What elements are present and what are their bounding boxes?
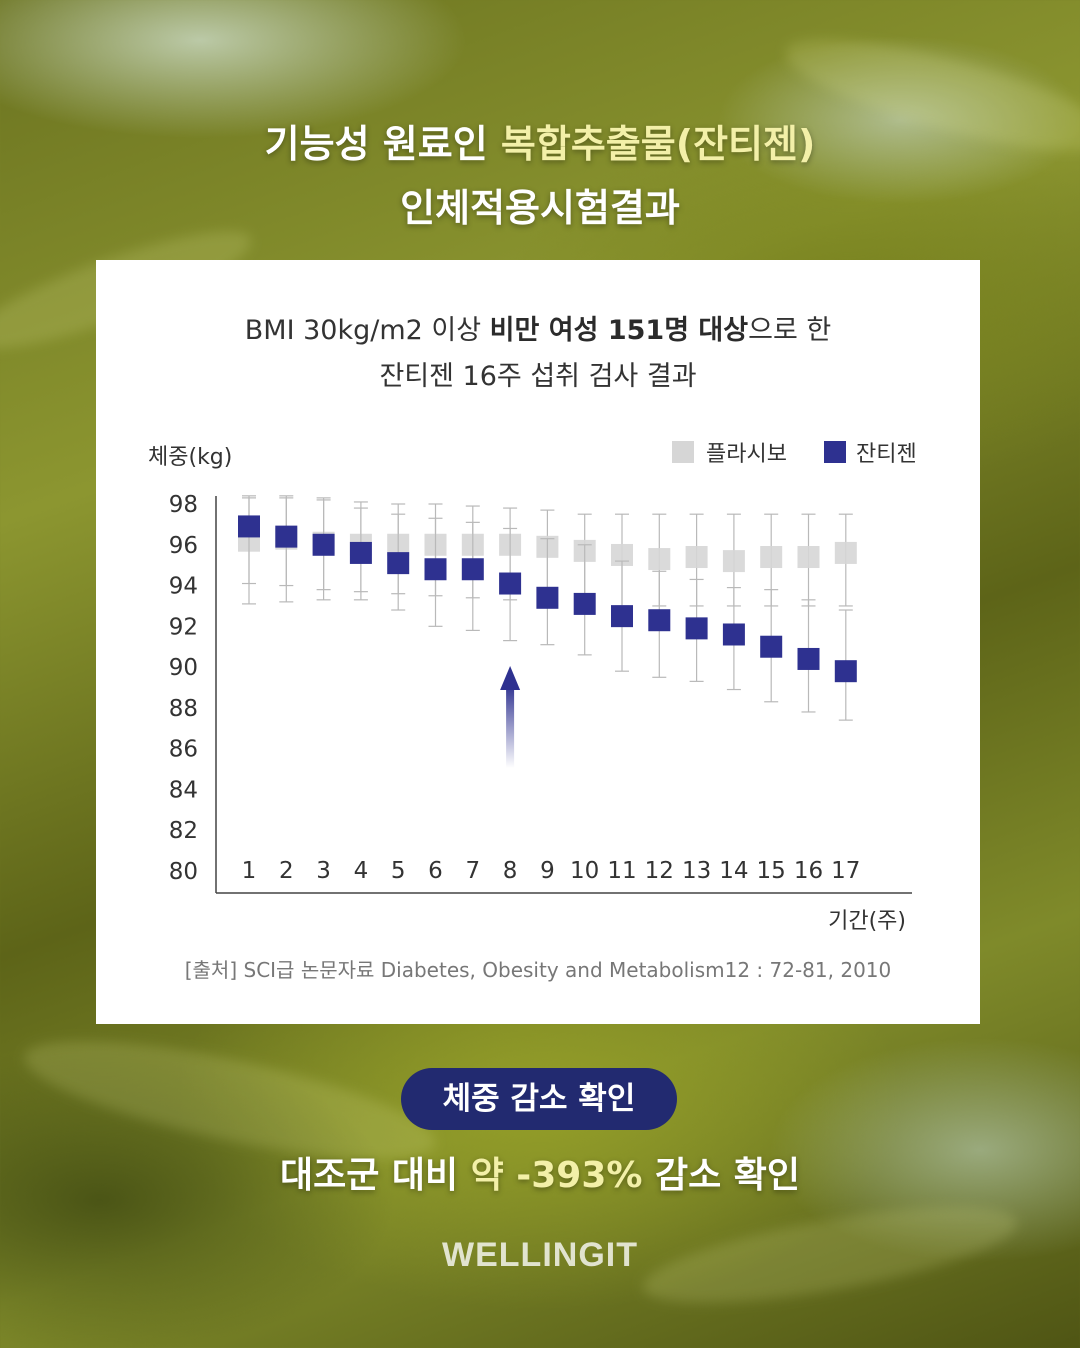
brand-logo: WELLINGIT — [442, 1236, 638, 1274]
arrow-up-icon — [500, 666, 521, 768]
placebo-marker — [722, 550, 745, 573]
x-tick-label: 9 — [540, 858, 555, 884]
xanthigen-marker — [461, 558, 484, 581]
subtitle-part: BMI 30kg/m2 이상 — [244, 315, 490, 346]
y-tick-label: 82 — [169, 818, 198, 844]
placebo-marker — [834, 541, 857, 564]
y-tick-label: 90 — [169, 655, 198, 681]
y-axis-ticks: 98 96 94 92 90 88 86 84 82 80 — [169, 492, 198, 885]
legend-swatch-placebo — [672, 441, 694, 463]
y-tick-label: 80 — [169, 859, 198, 885]
legend-swatch-xanthigen — [824, 441, 846, 463]
title-prefix: 기능성 원료인 — [264, 122, 501, 166]
x-tick-label: 2 — [279, 858, 294, 884]
x-tick-label: 16 — [794, 858, 823, 884]
placebo-marker — [760, 546, 783, 569]
chart-subtitle: BMI 30kg/m2 이상 비만 여성 151명 대상으로 한 잔티젠 16주… — [96, 308, 980, 400]
y-axis-label: 체중(kg) — [148, 445, 232, 470]
x-axis-label: 기간(주) — [828, 909, 906, 934]
arrow-head — [500, 666, 521, 690]
xanthigen-marker — [536, 586, 559, 609]
page-title-line1: 기능성 원료인 복합추출물(잔티젠) — [0, 112, 1080, 176]
placebo-marker — [648, 548, 671, 571]
x-tick-label: 15 — [757, 858, 786, 884]
xanthigen-marker — [573, 592, 596, 615]
xanthigen-marker — [834, 660, 857, 683]
x-tick-label: 8 — [503, 858, 518, 884]
summary-highlight: 약 -393% — [470, 1155, 643, 1196]
xanthigen-marker — [722, 623, 745, 646]
xanthigen-marker — [312, 533, 335, 556]
xanthigen-marker — [424, 558, 447, 581]
x-tick-label: 3 — [316, 858, 331, 884]
xanthigen-marker — [387, 552, 410, 575]
summary-suffix: 감소 확인 — [642, 1155, 801, 1196]
x-tick-label: 14 — [719, 858, 748, 884]
chart-card: BMI 30kg/m2 이상 비만 여성 151명 대상으로 한 잔티젠 16주… — [96, 260, 980, 1024]
x-tick-label: 17 — [831, 858, 860, 884]
x-tick-label: 1 — [242, 858, 257, 884]
xanthigen-marker — [648, 609, 671, 632]
x-tick-label: 6 — [428, 858, 443, 884]
y-tick-label: 98 — [169, 492, 198, 518]
xanthigen-marker — [275, 525, 298, 548]
summary-prefix: 대조군 대비 — [279, 1155, 471, 1196]
subtitle-line1: BMI 30kg/m2 이상 비만 여성 151명 대상으로 한 — [96, 308, 980, 354]
x-tick-label: 10 — [570, 858, 599, 884]
y-tick-label: 88 — [169, 696, 198, 722]
legend: 플라시보 잔티젠 — [672, 441, 917, 467]
xanthigen-marker — [685, 617, 708, 640]
y-tick-label: 96 — [169, 533, 198, 559]
x-tick-label: 4 — [354, 858, 369, 884]
xanthigen-marker — [349, 541, 372, 564]
y-tick-label: 92 — [169, 614, 198, 640]
y-tick-label: 86 — [169, 737, 198, 763]
page-title-line2: 인체적용시험결과 — [400, 186, 680, 230]
placebo-marker — [685, 546, 708, 569]
y-tick-label: 94 — [169, 574, 198, 600]
xanthigen-marker — [611, 605, 633, 628]
arrow-shaft — [506, 684, 515, 768]
xanthigen-series — [238, 495, 857, 721]
legend-label-placebo: 플라시보 — [706, 442, 787, 467]
result-badge: 체중 감소 확인 — [401, 1068, 677, 1130]
x-tick-label: 13 — [682, 858, 711, 884]
page-title: 기능성 원료인 복합추출물(잔티젠) 인체적용시험결과 — [0, 112, 1080, 240]
placebo-marker — [611, 543, 633, 566]
subtitle-bold: 비만 여성 151명 대상 — [489, 315, 749, 346]
subtitle-line2: 잔티젠 16주 섭취 검사 결과 — [379, 361, 697, 392]
xanthigen-marker — [797, 647, 820, 670]
x-tick-label: 7 — [465, 858, 480, 884]
subtitle-part: 으로 한 — [748, 315, 832, 346]
xanthigen-marker — [760, 635, 783, 658]
y-tick-label: 84 — [169, 777, 198, 803]
x-tick-label: 5 — [391, 858, 406, 884]
x-tick-label: 12 — [645, 858, 674, 884]
legend-label-xanthigen: 잔티젠 — [856, 442, 917, 467]
source-citation: [출처] SCI급 논문자료 Diabetes, Obesity and Met… — [184, 958, 892, 982]
x-tick-label: 11 — [607, 858, 636, 884]
result-summary: 대조군 대비 약 -393% 감소 확인 — [0, 1148, 1080, 1204]
xanthigen-marker — [499, 572, 522, 595]
x-axis-ticks: 1 2 3 4 5 6 7 8 9 10 11 12 13 14 15 16 17 — [242, 858, 861, 884]
placebo-marker — [797, 546, 820, 569]
title-highlight: 복합추출물(잔티젠) — [500, 122, 816, 166]
xanthigen-marker — [238, 515, 260, 538]
